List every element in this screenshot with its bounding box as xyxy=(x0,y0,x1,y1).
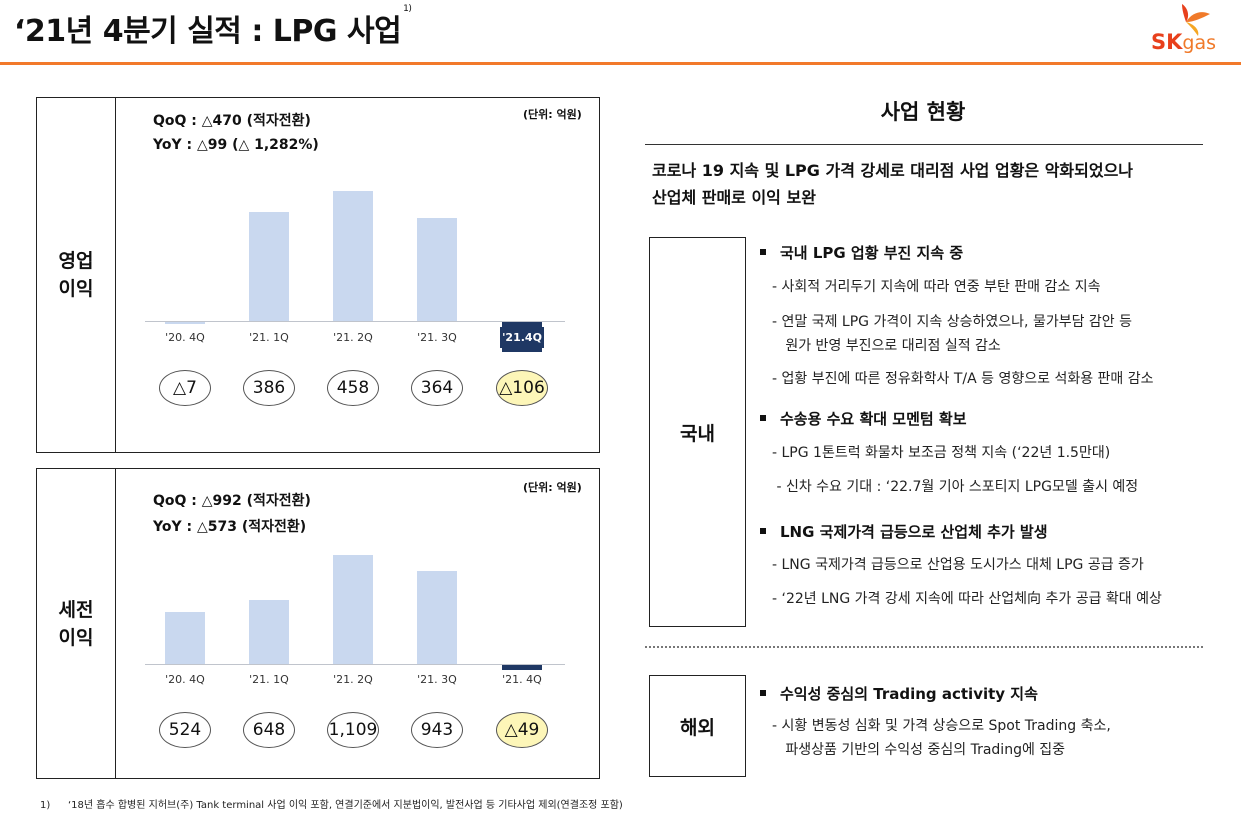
chart-bar xyxy=(165,322,205,324)
footnote-number: 1) xyxy=(40,800,51,811)
bullet-text: LNG 국제가격 급등으로 산업체 추가 발생 xyxy=(780,523,1048,541)
bullet-icon xyxy=(760,414,766,421)
bullet-item: 수송용 수요 확대 모멘텀 확보 xyxy=(760,408,967,429)
bullet-item: LNG 국제가격 급등으로 산업체 추가 발생 xyxy=(760,521,1048,542)
summary-line: 코로나 19 지속 및 LPG 가격 강세로 대리점 사업 업황은 악화되었으나 xyxy=(652,161,1134,180)
bullet-icon xyxy=(760,527,766,534)
value-label-bubble: 943 xyxy=(411,712,463,748)
domestic-label: 국내 xyxy=(680,422,715,445)
value-label-bubble: 648 xyxy=(243,712,295,748)
sub-item: - 신차 수요 기대 : ‘22.7월 기아 스포티지 LPG모델 출시 예정 xyxy=(772,479,1139,495)
chart-bar xyxy=(249,211,289,321)
pretax-profit-panel: 세전 이익 QoQ : △992 (적자전환) YoY : △573 (적자전환… xyxy=(36,468,600,779)
qoq-text: QoQ : △470 (적자전환) xyxy=(153,113,311,129)
header-divider xyxy=(0,62,1241,65)
overseas-label: 해외 xyxy=(680,716,715,739)
section-title-rule xyxy=(645,144,1203,145)
x-tick-label: '21. 2Q xyxy=(333,331,373,344)
page-title-text: ‘21년 4분기 실적 : LPG 사업 xyxy=(14,14,402,49)
bullet-icon xyxy=(760,248,766,255)
butterfly-logo-icon xyxy=(1182,4,1210,36)
sk-gas-logo: SKgas xyxy=(1148,2,1238,58)
logo-wordmark: SKgas xyxy=(1151,30,1216,54)
footnote-text: ‘18년 흡수 합병된 지허브(주) Tank terminal 사업 이익 포… xyxy=(68,800,623,811)
chart-bar xyxy=(249,600,289,664)
chart-bar xyxy=(333,554,373,664)
chart-bar xyxy=(502,665,542,670)
logo-sk-text: SK xyxy=(1151,30,1183,54)
yoy-text: YoY : △99 (△ 1,282%) xyxy=(153,137,319,153)
bullet-item: 국내 LPG 업황 부진 지속 중 xyxy=(760,242,963,263)
panel-label: 영업 이익 xyxy=(37,98,116,452)
chart-bar xyxy=(417,571,457,664)
bullet-item: 수익성 중심의 Trading activity 지속 xyxy=(760,683,1038,704)
chart-bar xyxy=(417,217,457,321)
chart-bar xyxy=(333,191,373,321)
value-label-bubble: 524 xyxy=(159,712,211,748)
x-tick-label: '20. 4Q xyxy=(165,673,205,686)
bullet-text: 국내 LPG 업황 부진 지속 중 xyxy=(780,244,964,262)
chart-baseline xyxy=(145,321,565,322)
unit-label: (단위: 억원) xyxy=(523,481,582,494)
bullet-text: 수익성 중심의 Trading activity 지속 xyxy=(780,685,1038,703)
value-label-bubble: △106 xyxy=(496,370,548,406)
value-label-bubble: 386 xyxy=(243,370,295,406)
sub-item: - 사회적 거리두기 지속에 따라 연중 부탄 판매 감소 지속 xyxy=(772,279,1101,295)
x-tick-label: '21. 2Q xyxy=(333,673,373,686)
sub-item: - ‘22년 LNG 가격 강세 지속에 따라 산업체向 추가 공급 확대 예상 xyxy=(772,591,1162,607)
overseas-label-box: 해외 xyxy=(649,675,746,777)
chart-baseline xyxy=(145,664,565,665)
x-tick-label: '21. 3Q xyxy=(417,673,457,686)
footnote: 1) ‘18년 흡수 합병된 지허브(주) Tank terminal 사업 이익… xyxy=(40,796,623,811)
unit-label: (단위: 억원) xyxy=(523,108,582,121)
panel-label: 세전 이익 xyxy=(37,469,116,778)
section-title: 사업 현황 xyxy=(880,100,966,124)
title-footnote-mark: 1) xyxy=(403,4,412,14)
x-tick-label: '21. 3Q xyxy=(417,331,457,344)
logo-gas-text: gas xyxy=(1182,32,1217,54)
value-label-bubble: 1,109 xyxy=(327,712,379,748)
page-title: ‘21년 4분기 실적 : LPG 사업1) xyxy=(14,4,412,50)
domestic-label-box: 국내 xyxy=(649,237,746,627)
x-tick-label: '21.4Q xyxy=(500,327,544,348)
chart-bar xyxy=(165,612,205,664)
x-tick-label: '21. 4Q xyxy=(502,673,542,686)
sub-item: - 업황 부진에 따른 정유화학사 T/A 등 영향으로 석화용 판매 감소 xyxy=(772,371,1154,387)
bullet-icon xyxy=(760,689,766,696)
section-divider xyxy=(645,646,1203,648)
value-label-bubble: △7 xyxy=(159,370,211,406)
sub-item: - LNG 국제가격 급등으로 산업용 도시가스 대체 LPG 공급 증가 xyxy=(772,557,1144,573)
summary-line: 산업체 판매로 이익 보완 xyxy=(652,188,816,207)
sub-item: - LPG 1톤트럭 화물차 보조금 정책 지속 (‘22년 1.5만대) xyxy=(772,445,1111,461)
qoq-text: QoQ : △992 (적자전환) xyxy=(153,493,311,509)
bullet-text: 수송용 수요 확대 모멘텀 확보 xyxy=(780,410,967,428)
value-label-bubble: 458 xyxy=(327,370,379,406)
x-tick-label: '21. 1Q xyxy=(249,673,289,686)
summary-text: 코로나 19 지속 및 LPG 가격 강세로 대리점 사업 업황은 악화되었으나… xyxy=(652,157,1133,211)
value-label-bubble: △49 xyxy=(496,712,548,748)
x-tick-label: '21. 1Q xyxy=(249,331,289,344)
operating-profit-panel: 영업 이익 QoQ : △470 (적자전환) YoY : △99 (△ 1,2… xyxy=(36,97,600,453)
x-tick-label: '20. 4Q xyxy=(165,331,205,344)
sub-item: - 연말 국제 LPG 가격이 지속 상승하였으나, 물가부담 감안 등 원가 … xyxy=(772,314,1133,354)
sub-item: - 시황 변동성 심화 및 가격 상승으로 Spot Trading 축소, 파… xyxy=(772,718,1111,758)
value-label-bubble: 364 xyxy=(411,370,463,406)
yoy-text: YoY : △573 (적자전환) xyxy=(153,519,307,535)
